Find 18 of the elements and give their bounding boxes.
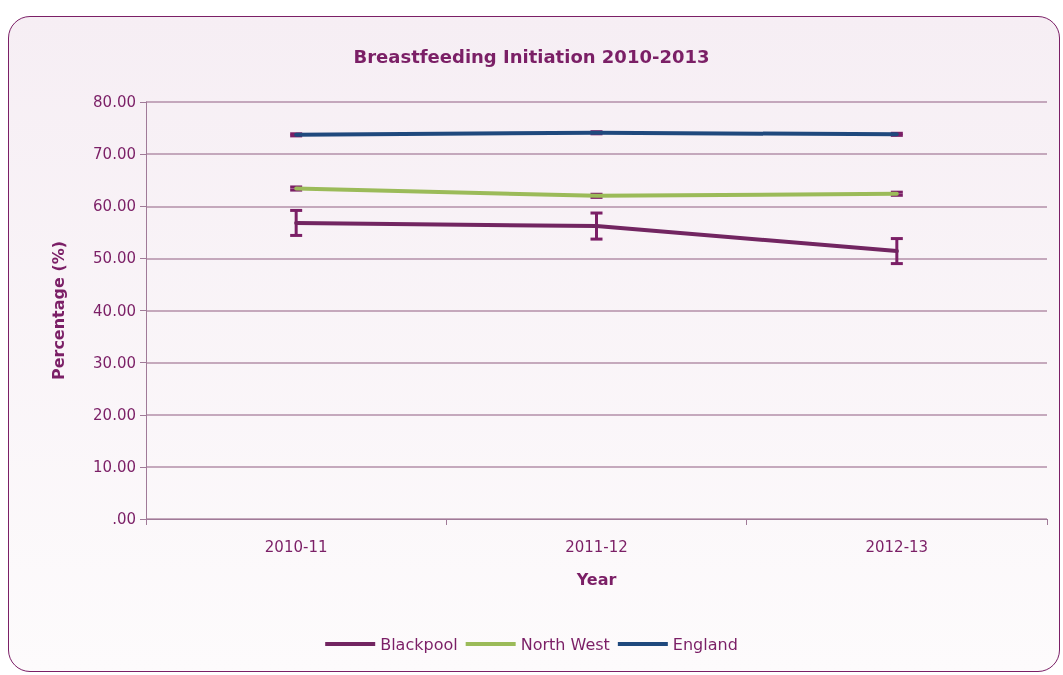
legend-label: North West <box>520 634 610 654</box>
y-tick-label: 50.00 <box>93 249 136 268</box>
legend-label: England <box>672 634 738 654</box>
y-tick-label: 10.00 <box>93 457 136 476</box>
chart-title: Breastfeeding Initiation 2010-2013 <box>353 45 710 67</box>
x-tick-label: 2011-12 <box>565 537 628 556</box>
y-tick-label: .00 <box>112 510 136 528</box>
x-tick-label: 2010-11 <box>264 537 328 556</box>
x-axis-title: Year <box>575 569 617 589</box>
y-axis-title: Percentage (%) <box>48 240 68 381</box>
x-tick-label: 2012-13 <box>865 537 929 556</box>
y-tick-label: 40.00 <box>93 301 136 320</box>
legend-label: Blackpool <box>380 634 458 654</box>
y-tick-label: 20.00 <box>93 405 136 424</box>
y-tick-label: 80.00 <box>93 93 136 111</box>
y-tick-label: 30.00 <box>93 353 136 372</box>
y-tick-label: 60.00 <box>93 197 136 216</box>
y-tick-label: 70.00 <box>93 145 136 164</box>
